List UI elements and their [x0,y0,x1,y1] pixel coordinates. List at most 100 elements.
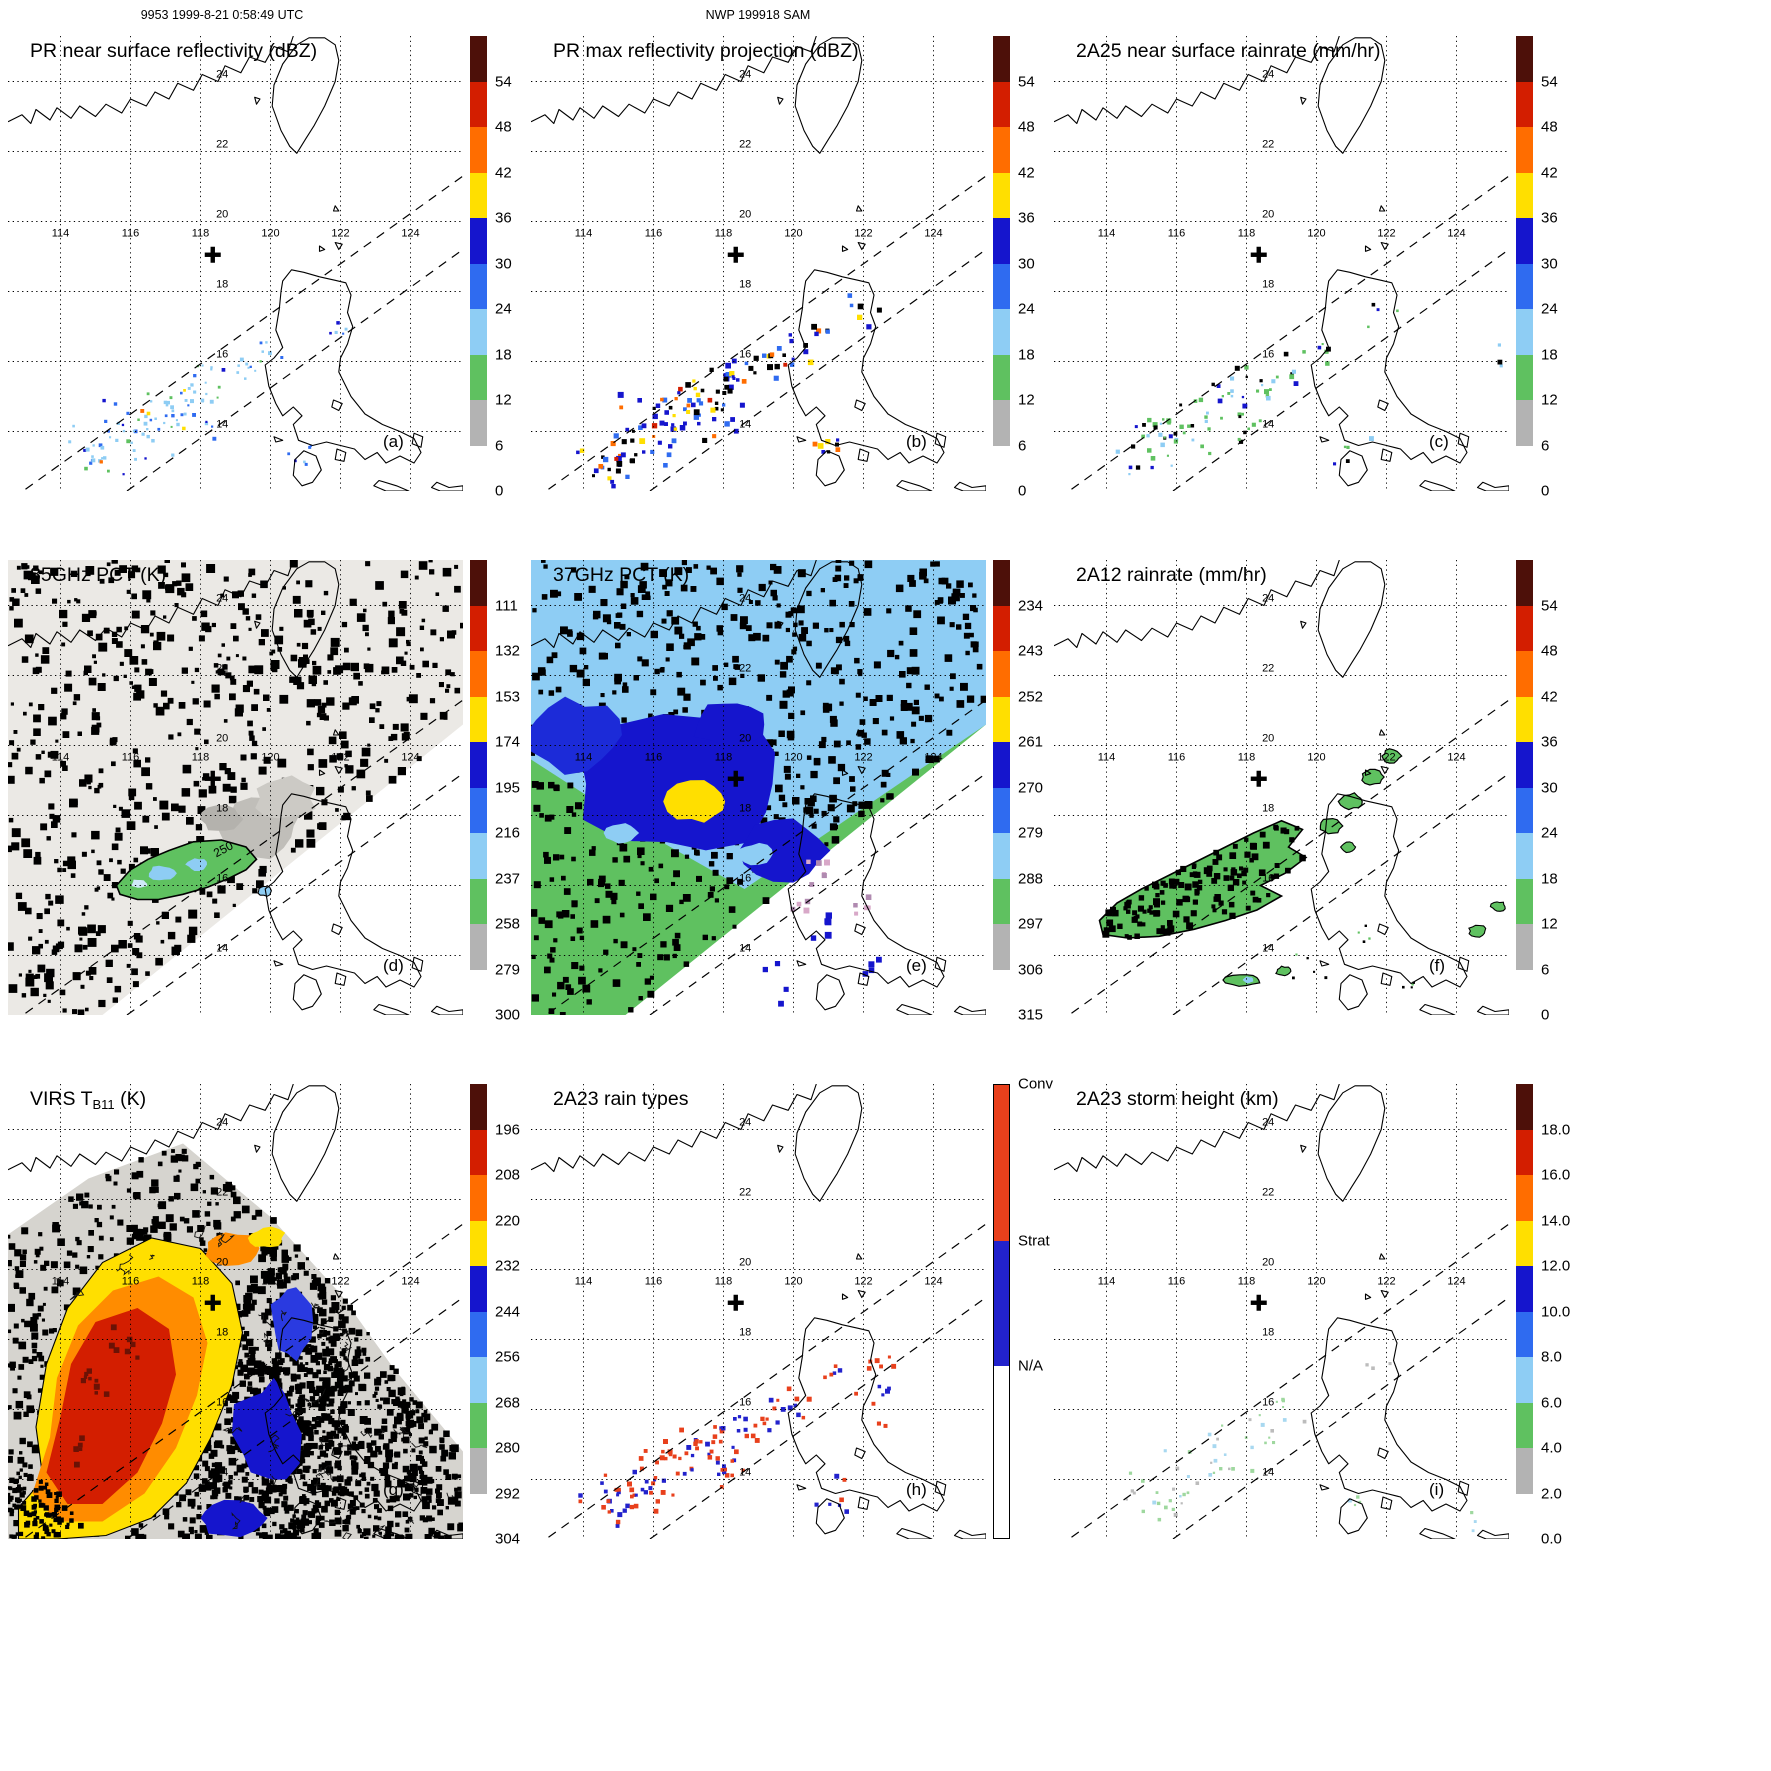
colorbar-tick: 315 [1018,1006,1044,1024]
svg-text:16: 16 [739,872,751,884]
colorbar-segment [993,924,1010,970]
colorbar-tick: 261 [1018,733,1044,751]
svg-text:118: 118 [1238,1276,1256,1288]
colorbar-tick: 270 [1018,779,1044,796]
colorbar-segment [470,1175,487,1221]
svg-text:120: 120 [261,752,279,764]
colorbar-segment [1516,400,1533,446]
svg-text:122: 122 [854,1276,872,1288]
svg-text:122: 122 [331,228,349,240]
panel-letter: (b) [906,432,927,451]
colorbar-tick: 216 [495,824,521,842]
svg-text:24: 24 [1262,68,1274,80]
svg-text:18: 18 [216,278,228,290]
colorbar-tick: 195 [495,779,521,796]
svg-text:18: 18 [739,1326,751,1338]
colorbar-tick: 14.0 [1541,1212,1571,1229]
colorbar-segment [994,1365,1009,1538]
colorbar-tick: 54 [495,73,512,90]
colorbar-category-label: Conv [1018,1075,1054,1093]
colorbar-tick: 292 [495,1485,521,1502]
colorbar-segment [993,878,1010,924]
panel-d: 250 114 116 118 120 122 124 14 16 18 20 22 24 85GHz … [8,560,568,1030]
svg-text:18: 18 [1262,802,1274,814]
colorbar-segment [993,309,1010,355]
colorbar-tick: 0.0 [1541,1530,1562,1548]
colorbar-segment [470,1084,487,1130]
colorbar-segment [1516,787,1533,833]
svg-text:122: 122 [854,752,872,764]
svg-text:16: 16 [216,1396,228,1408]
colorbar-labels: 18.0 16.0 14.0 12.0 10.0 8.0 6.0 4.0 2.0 0.0 [1541,1084,1611,1548]
svg-text:24: 24 [739,592,751,604]
colorbar-tick: 8.0 [1541,1348,1562,1366]
colorbar [470,1084,487,1539]
colorbar-segment [470,1402,487,1448]
svg-text:16: 16 [1262,1396,1274,1408]
svg-text:120: 120 [784,228,802,240]
svg-text:14: 14 [216,942,228,954]
colorbar-segment [1516,560,1533,606]
colorbar [1516,36,1533,491]
svg-text:116: 116 [1168,752,1186,764]
panel-letter: (f) [1429,956,1446,975]
colorbar-segment [1516,1493,1533,1539]
svg-text:118: 118 [715,1276,733,1288]
svg-text:114: 114 [52,1276,70,1288]
panel-title: 2A23 rain types [553,1088,689,1110]
svg-text:22: 22 [739,662,751,674]
colorbar-tick: 24 [1541,300,1558,318]
colorbar-segment [470,445,487,491]
colorbar-segment [470,354,487,400]
colorbar-labels: 54 48 42 36 30 24 18 12 6 0 [495,36,565,500]
colorbar-tick: 48 [495,118,512,136]
colorbar-tick: 237 [495,870,521,887]
map-panel-f: 114 116 118 120 122 124 14 16 18 20 22 24 [1054,560,1509,1015]
colorbar-tick: 36 [1541,209,1558,227]
colorbar-tick: 18 [495,346,512,363]
colorbar-segment [1516,1084,1533,1130]
svg-text:22: 22 [216,662,228,674]
colorbar-segment [1516,263,1533,309]
colorbar-segment [470,1311,487,1357]
colorbar-tick: 132 [495,642,521,660]
colorbar-tick: 12 [1018,391,1035,409]
svg-text:24: 24 [216,592,228,604]
colorbar-segment [993,787,1010,833]
svg-text:116: 116 [645,1276,663,1288]
colorbar-tick: 16.0 [1541,1166,1571,1184]
svg-text:116: 116 [1168,1276,1186,1288]
colorbar-category-label: N/A [1018,1357,1044,1375]
svg-text:20: 20 [1262,208,1274,220]
colorbar-tick: 244 [495,1303,521,1320]
orbit-timestamp-annotation: 9953 1999-8-21 0:58:49 UTC [140,8,304,22]
colorbar-segment [1516,309,1533,355]
svg-text:124: 124 [1447,228,1465,240]
colorbar-segment [470,1448,487,1494]
svg-text:24: 24 [216,1116,228,1128]
colorbar-segment [470,127,487,173]
title-text: (K) [114,1088,147,1110]
panel-e: 114 116 118 120 122 124 14 16 18 20 22 24 37GHz PCT… [531,560,1091,1030]
svg-text:118: 118 [1238,752,1256,764]
svg-text:18: 18 [1262,1326,1274,1338]
svg-text:124: 124 [1447,1276,1465,1288]
svg-text:20: 20 [739,732,751,744]
colorbar-segment [1516,172,1533,218]
colorbar [993,36,1010,491]
colorbar-segment [1516,1357,1533,1403]
svg-text:122: 122 [331,752,349,764]
svg-text:18: 18 [216,802,228,814]
colorbar-tick: 243 [1018,642,1044,660]
colorbar-category-label: Strat [1018,1232,1050,1250]
svg-text:114: 114 [1098,752,1116,764]
svg-text:24: 24 [1262,1116,1274,1128]
colorbar-tick: 36 [1018,209,1035,227]
colorbar-segment [1516,218,1533,264]
colorbar-segment [1516,878,1533,924]
svg-text:114: 114 [52,752,70,764]
colorbar-segment [470,81,487,127]
colorbar [993,1084,1010,1539]
panel-c: 114 116 118 120 122 124 14 16 18 20 22 24 2A25 near… [1054,36,1614,506]
colorbar-tick: 48 [1541,642,1558,660]
